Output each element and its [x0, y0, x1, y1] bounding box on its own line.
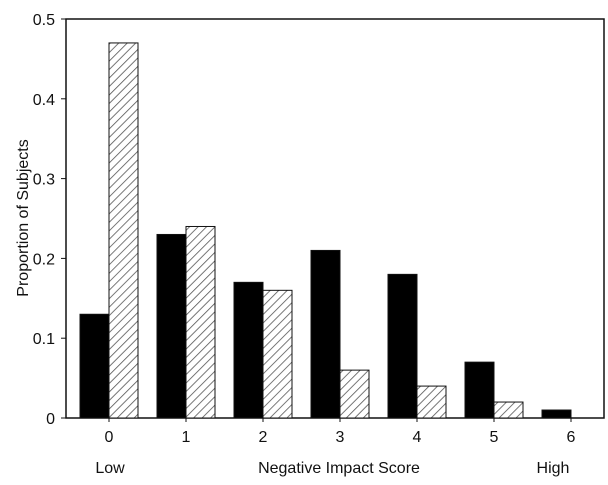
bar-series2-cat-1: [185, 225, 216, 419]
x-tick-label: 4: [413, 429, 422, 446]
y-axis-label: Proportion of Subjects: [15, 139, 32, 296]
bar-series1-cat-0: [79, 313, 110, 419]
y-tick-label: 0.5: [33, 12, 55, 29]
bar-series1-cat-1: [156, 233, 187, 419]
y-ticks-group: 0 0.1 0.2 0.3 0.4 0.5: [33, 12, 66, 428]
bar-series1-cat-4: [387, 273, 418, 419]
x-tick-label: 0: [105, 429, 114, 446]
bar-series1-cat-5: [464, 361, 495, 419]
bar-series2-cat-5: [493, 401, 524, 419]
x-tick-label: 3: [336, 429, 345, 446]
bar-series1-cat-6: [541, 409, 572, 419]
y-tick-label: 0.2: [33, 251, 55, 268]
x-axis-label: Negative Impact Score: [258, 460, 420, 477]
x-tick-label: 1: [182, 429, 191, 446]
x-ticks-group: 0 1 2 3 4 5 6: [105, 418, 576, 446]
x-tick-label: 2: [259, 429, 268, 446]
bar-series1-cat-3: [310, 249, 341, 419]
y-tick-label: 0.1: [33, 331, 55, 348]
y-tick-label: 0.4: [33, 92, 55, 109]
bar-series2-cat-0: [108, 42, 139, 419]
bar-series2-cat-2: [262, 289, 293, 419]
bars-group: [79, 42, 572, 419]
y-tick-label: 0: [46, 411, 55, 428]
x-tick-label: 6: [567, 429, 576, 446]
x-axis-high-label: High: [537, 460, 570, 477]
y-tick-label: 0.3: [33, 172, 55, 189]
bar-series2-cat-4: [416, 385, 447, 419]
bar-series1-cat-2: [233, 281, 264, 419]
bar-series2-cat-3: [339, 369, 370, 419]
x-axis-low-label: Low: [95, 460, 125, 477]
x-tick-label: 5: [490, 429, 499, 446]
